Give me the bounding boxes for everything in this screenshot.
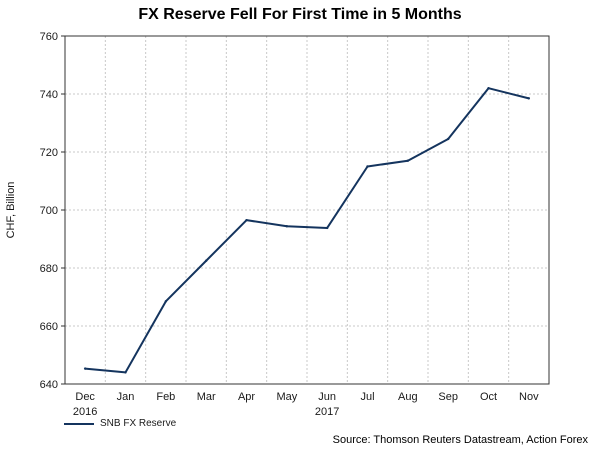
grid [65,36,549,384]
x-tick-label: Jun [318,391,336,403]
x-tick-label: Jul [360,391,374,403]
data-point [487,87,490,90]
data-point [204,259,208,262]
y-tick-label: 720 [40,147,58,159]
y-tick-label: 700 [40,205,58,217]
y-axis-label: CHF, Billion [5,182,17,239]
x-tick-label: Sep [438,391,458,403]
x-tick-label: Nov [519,391,539,403]
x-tick-label: May [276,391,297,403]
data-point [446,137,450,141]
data-point [325,226,329,230]
chart-title: FX Reserve Fell For First Time in 5 Mont… [138,6,462,23]
x-tick-label: Aug [398,391,418,403]
legend-swatch [64,422,94,425]
x-tick-label: Feb [156,391,175,403]
y-tick-label: 660 [40,321,58,333]
y-tick-label: 680 [40,263,58,275]
data-point [245,218,248,222]
y-tick-label: 740 [40,89,58,101]
x-year-label: 2017 [315,406,339,418]
legend: SNB FX Reserve [64,418,176,429]
x-tick-label: Apr [238,391,255,403]
y-tick-label: 760 [40,31,58,43]
data-point [83,367,87,370]
x-axis-ticks: Dec Jan Feb Mar Apr May Jun Jul Aug Sep Oct Nov 2016… [73,391,539,418]
data-point [527,97,531,100]
x-year-label: 2016 [73,406,97,418]
y-axis-ticks: 640 660 680 700 720 740 760 [40,31,65,391]
x-tick-label: Jan [117,391,135,403]
data-point [285,225,289,228]
series-layer [83,87,531,374]
x-tick-label: Dec [75,391,95,403]
data-point [164,300,168,303]
data-point [366,165,369,168]
source-note: Source: Thomson Reuters Datastream, Acti… [332,434,588,446]
y-tick-label: 640 [40,379,58,391]
data-point [124,371,127,374]
x-tick-label: Oct [480,391,497,403]
legend-label: SNB FX Reserve [100,418,177,429]
data-point [406,159,410,162]
x-tick-label: Mar [197,391,216,403]
series-line [85,87,530,374]
